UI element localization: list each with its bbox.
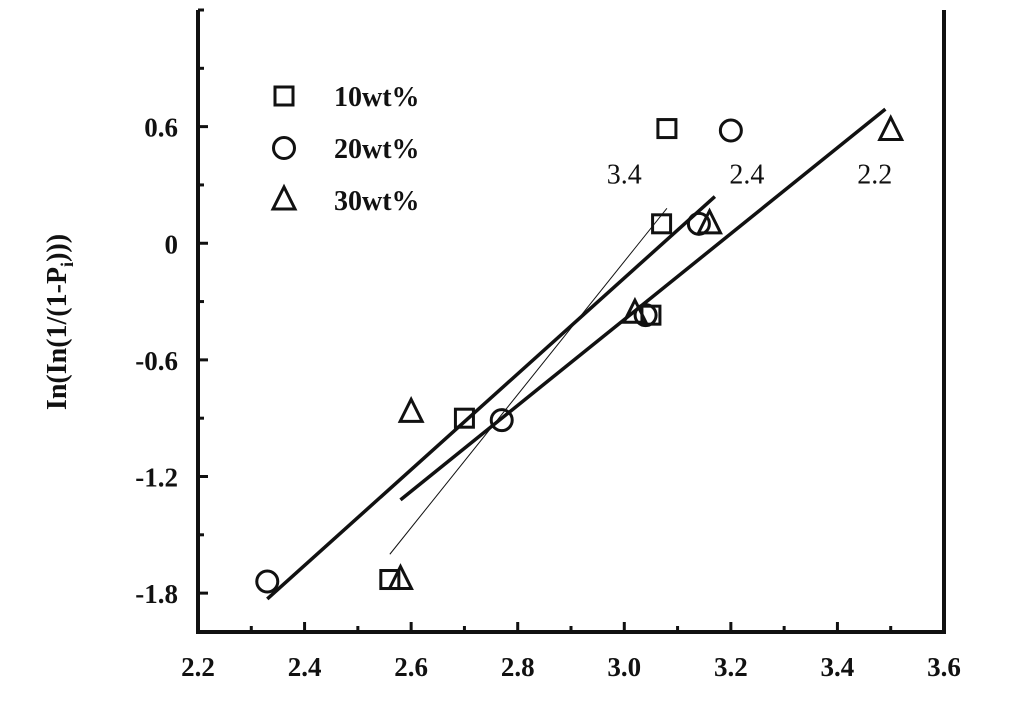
y-tick-label: -0.6	[135, 346, 178, 376]
data-markers	[255, 114, 905, 594]
fit-label: 2.4	[729, 159, 764, 190]
legend-marker-triangle	[270, 183, 298, 211]
legend: 10wt% 20wt% 30wt%	[270, 82, 420, 217]
data-point-30wt	[696, 207, 723, 235]
data-point-30wt	[621, 296, 649, 324]
x-tick-label: 3.4	[821, 652, 855, 682]
fit-line-2.4	[266, 195, 717, 601]
x-tick-label: 2.4	[288, 652, 322, 682]
fit-label: 2.2	[857, 159, 892, 190]
data-point-20wt	[633, 303, 658, 328]
y-axis-label-main: In(In(1/(1-P	[42, 267, 73, 410]
y-axis-label: In(In(1/(1-Pi)))	[42, 234, 77, 410]
labels: In(In(1/(1-Pi))) 3.4 2.4 2.2	[42, 159, 892, 410]
legend-marker-square	[273, 85, 295, 107]
fit-lines	[266, 107, 887, 601]
plot-frame	[196, 10, 946, 634]
x-tick-label: 2.6	[394, 652, 428, 682]
data-point-30wt	[877, 114, 905, 142]
y-axis-label-tail: )))	[42, 234, 73, 262]
y-tick-label: 0	[165, 229, 179, 259]
y-tick-label: -1.2	[135, 463, 178, 493]
data-point-20wt	[489, 408, 514, 433]
legend-label: 20wt%	[334, 134, 420, 165]
legend-label: 10wt%	[334, 82, 420, 113]
y-tick-label: -1.8	[135, 579, 178, 609]
axes: 2.2 2.4 2.6 2.8 3.0 3.2 3.4 3.6 -1.8 -1.2 -0.6 0 0.6	[135, 8, 961, 682]
x-tick-label: 3.6	[927, 652, 961, 682]
fit-line-3.4	[389, 207, 668, 555]
data-point-20wt	[718, 118, 743, 143]
x-tick-label: 2.8	[501, 652, 535, 682]
y-tick-label: 0.6	[144, 113, 178, 143]
data-point-10wt	[453, 407, 475, 429]
legend-label: 30wt%	[334, 186, 420, 217]
fit-label: 3.4	[607, 159, 642, 190]
data-point-20wt	[255, 569, 280, 594]
x-tick-label: 2.2	[181, 652, 215, 682]
data-point-10wt	[656, 118, 678, 140]
y-axis-label-subscript: i	[57, 262, 77, 267]
data-point-30wt	[387, 563, 414, 591]
x-tick-label: 3.0	[607, 652, 641, 682]
legend-marker-circle	[272, 136, 296, 160]
x-tick-label: 3.2	[714, 652, 748, 682]
data-point-30wt	[397, 396, 425, 423]
data-point-10wt	[651, 213, 673, 235]
